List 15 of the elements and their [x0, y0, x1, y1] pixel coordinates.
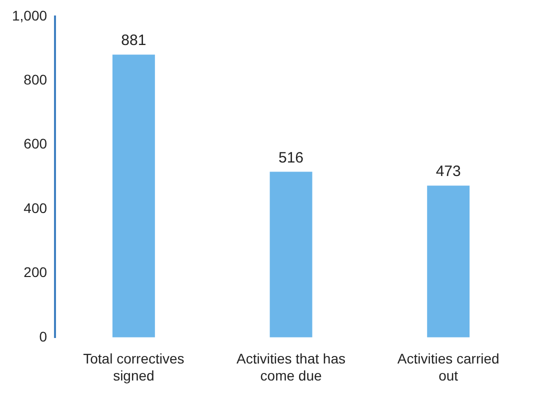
bar	[270, 172, 312, 338]
y-tick-label: 600	[24, 136, 48, 152]
data-label: 516	[278, 149, 304, 166]
x-tick-label: Total correctives signed	[83, 350, 184, 384]
y-tick-label: 200	[24, 264, 48, 280]
y-tick-label: 1,000	[12, 7, 48, 24]
y-tick-label: 800	[24, 71, 48, 88]
y-tick-label: 0	[39, 328, 48, 344]
x-tick-label: Activities carried out	[397, 350, 500, 384]
x-tick-label: Activities that has come due	[236, 350, 346, 384]
data-label: 881	[121, 32, 146, 50]
data-label: 473	[436, 163, 461, 180]
bar	[112, 54, 155, 338]
bar	[427, 186, 470, 338]
y-tick-label: 400	[24, 200, 48, 216]
